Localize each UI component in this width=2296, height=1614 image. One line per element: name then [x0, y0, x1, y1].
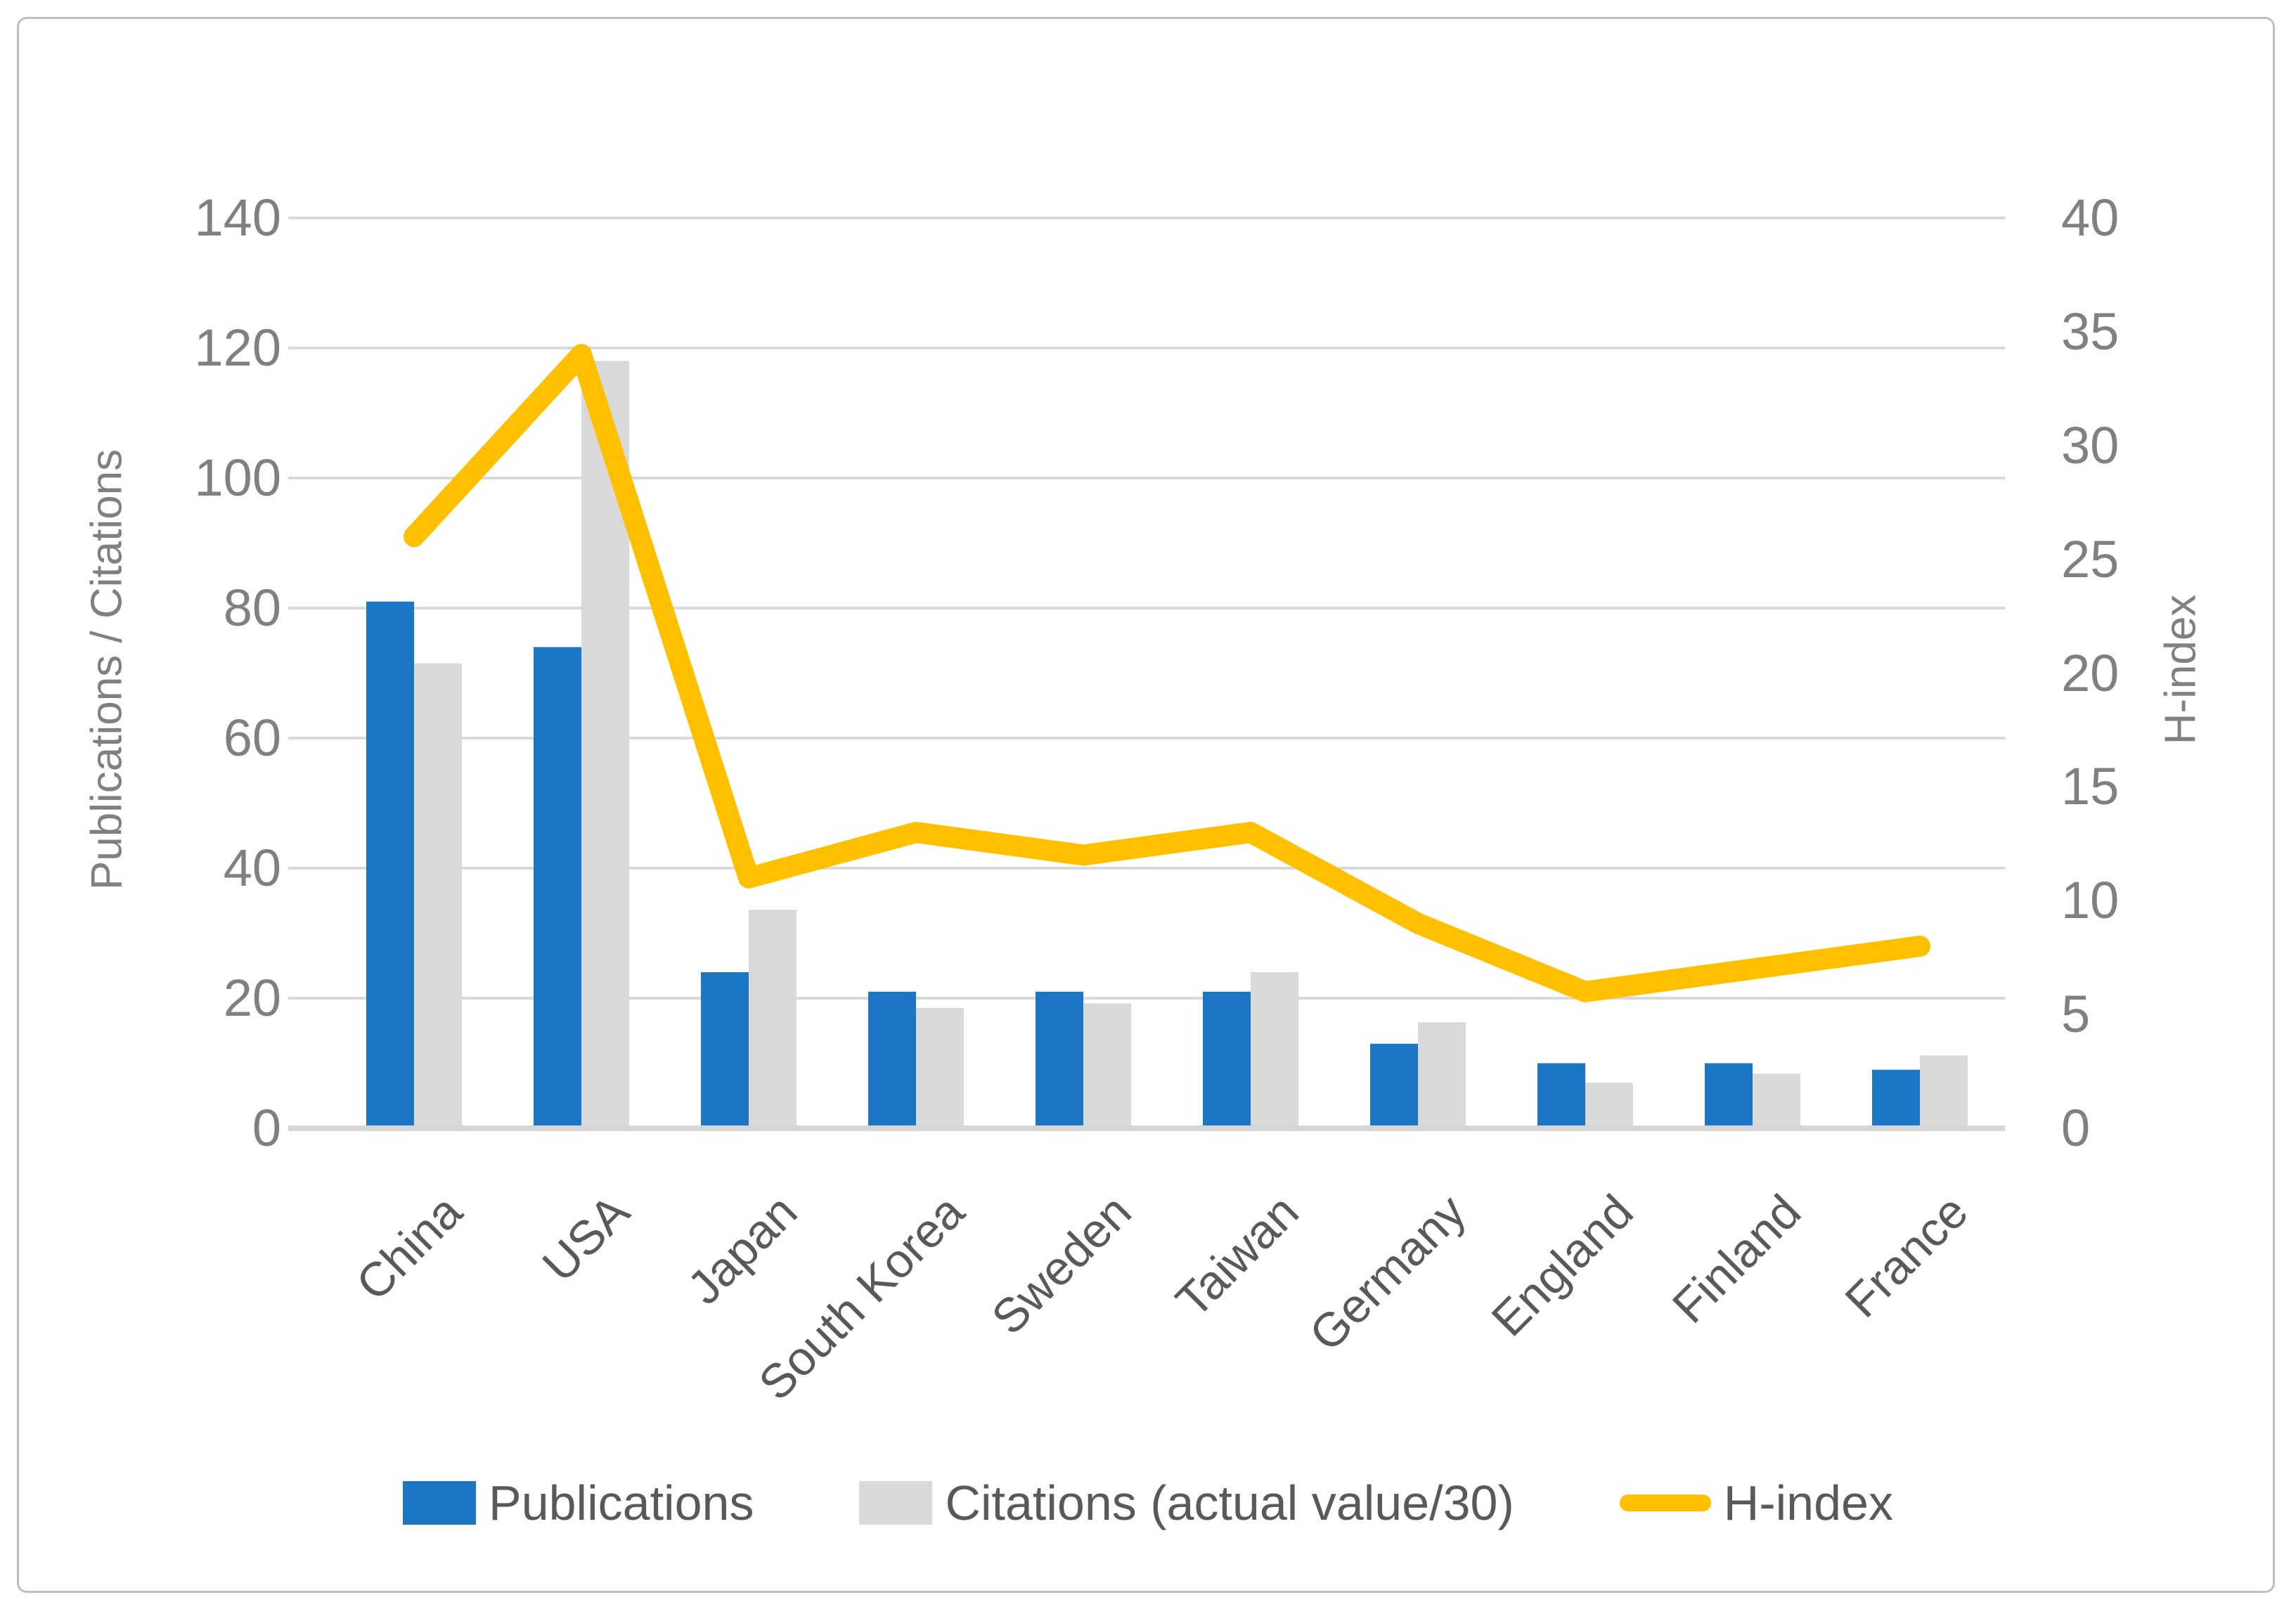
- right-tick-30: 30: [2061, 415, 2120, 474]
- right-tick-40: 40: [2061, 188, 2120, 247]
- bar-publications-france: [1872, 1069, 1920, 1128]
- gridline-120: [288, 347, 2005, 349]
- left-tick-40: 40: [223, 839, 281, 897]
- bar-publications-china: [366, 601, 414, 1128]
- left-tick-140: 140: [194, 188, 281, 247]
- bar-citations-actual-value-england: [1585, 1083, 1633, 1128]
- gridline-80: [288, 607, 2005, 609]
- bar-citations-actual-value-china: [414, 663, 462, 1128]
- right-tick-10: 10: [2061, 871, 2120, 930]
- left-tick-0: 0: [252, 1099, 281, 1157]
- left-axis-title: Publications / Citations: [82, 448, 131, 891]
- bar-citations-actual-value-taiwan: [1251, 972, 1298, 1128]
- right-tick-0: 0: [2061, 1099, 2091, 1157]
- publications-swatch-icon: [403, 1481, 476, 1525]
- bar-citations-actual-value-finland: [1753, 1073, 1800, 1128]
- right-tick-15: 15: [2061, 757, 2120, 816]
- hindex-line-series: [404, 344, 1930, 1002]
- right-axis-title: H-index: [2156, 594, 2205, 745]
- legend-label-hindex: H-index: [1723, 1476, 1893, 1530]
- legend-label-citations: Citations (actual value/30): [945, 1476, 1514, 1530]
- gridline-140: [288, 217, 2005, 219]
- legend-label-publications: Publications: [489, 1476, 754, 1530]
- left-tick-120: 120: [194, 318, 281, 377]
- bar-publications-england: [1537, 1063, 1585, 1128]
- left-tick-60: 60: [223, 709, 281, 767]
- gridline-40: [288, 867, 2005, 870]
- left-tick-80: 80: [223, 579, 281, 637]
- bar-publications-finland: [1705, 1063, 1753, 1128]
- bar-citations-actual-value-germany: [1418, 1022, 1466, 1128]
- left-tick-100: 100: [194, 448, 281, 507]
- gridline-100: [288, 477, 2005, 479]
- bar-publications-taiwan: [1203, 991, 1251, 1128]
- legend-item-hindex: H-index: [1619, 1475, 1893, 1531]
- gridline-60: [288, 737, 2005, 740]
- hindex-line-swatch-icon: [1619, 1494, 1711, 1511]
- bar-citations-actual-value-japan: [749, 910, 796, 1128]
- bar-citations-actual-value-france: [1920, 1055, 1968, 1128]
- chart-legend: Publications Citations (actual value/30)…: [0, 1475, 2296, 1531]
- gridline-20: [288, 997, 2005, 1000]
- right-tick-20: 20: [2061, 643, 2120, 702]
- citations-swatch-icon: [859, 1481, 933, 1525]
- bar-publications-sweden: [1036, 991, 1083, 1128]
- legend-item-publications: Publications: [403, 1475, 754, 1531]
- left-tick-20: 20: [223, 969, 281, 1027]
- bar-citations-actual-value-south-korea: [916, 1007, 964, 1128]
- bar-publications-japan: [701, 972, 749, 1128]
- bar-publications-germany: [1370, 1043, 1418, 1128]
- bar-publications-usa: [534, 647, 581, 1128]
- bar-publications-south-korea: [868, 991, 916, 1128]
- legend-item-citations: Citations (actual value/30): [859, 1475, 1514, 1531]
- right-tick-5: 5: [2061, 985, 2091, 1044]
- right-tick-25: 25: [2061, 529, 2120, 588]
- right-tick-35: 35: [2061, 302, 2120, 361]
- bar-citations-actual-value-sweden: [1083, 1003, 1131, 1128]
- x-axis-line: [288, 1125, 2005, 1131]
